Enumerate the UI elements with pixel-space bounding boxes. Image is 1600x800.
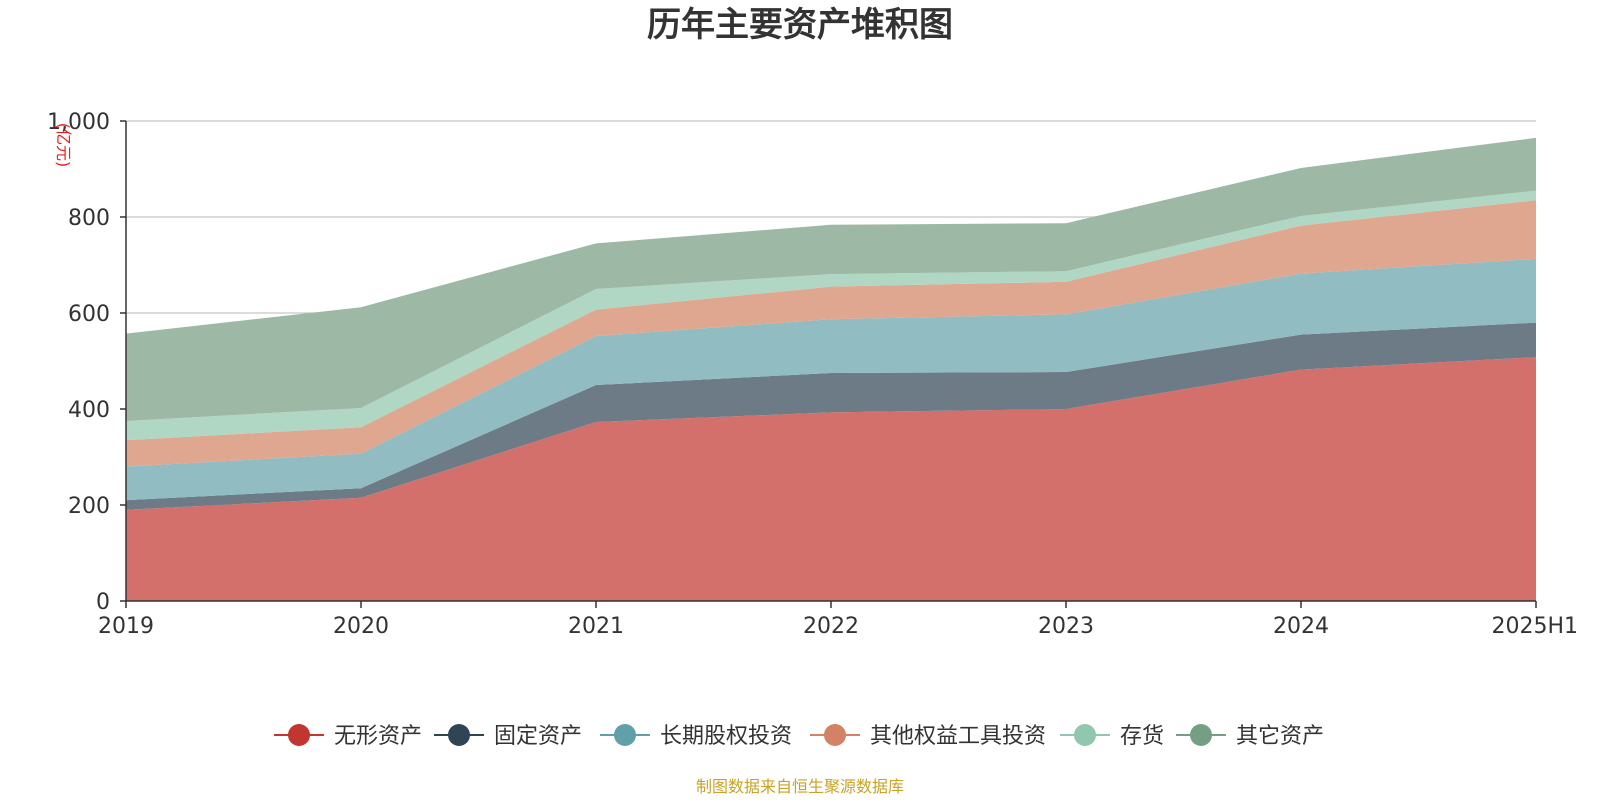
legend-label-0: 无形资产	[334, 724, 422, 749]
y-tick-label-2: 400	[68, 398, 110, 423]
area-series-3	[126, 200, 1536, 467]
legend-label-1: 固定资产	[494, 724, 582, 749]
data-source-note: 制图数据来自恒生聚源数据库	[696, 777, 904, 796]
x-tick-label-1: 2020	[333, 614, 389, 639]
y-axis-unit-label: (亿元)	[54, 123, 73, 168]
area-series-5	[126, 137, 1536, 422]
y-tick-label-1: 200	[68, 494, 110, 519]
area-series-1	[126, 322, 1536, 510]
legend-label-3: 其他权益工具投资	[870, 724, 1046, 749]
legend-marker-3	[824, 724, 846, 746]
chart-title: 历年主要资产堆积图	[647, 5, 953, 45]
x-tick-label-5: 2024	[1273, 614, 1329, 639]
legend-label-4: 存货	[1120, 724, 1164, 749]
x-tick-label-6: 2025H1	[1491, 614, 1578, 639]
legend-label-2: 长期股权投资	[660, 724, 792, 749]
y-tick-label-5: 1,000	[47, 110, 110, 135]
x-tick-label-4: 2023	[1038, 614, 1094, 639]
legend-item-1[interactable]: 固定资产	[434, 724, 582, 749]
legend-item-5[interactable]: 其它资产	[1176, 724, 1324, 749]
legend-label-5: 其它资产	[1236, 724, 1324, 749]
legend-marker-2	[614, 724, 636, 746]
y-tick-label-4: 800	[68, 206, 110, 231]
legend-marker-4	[1074, 724, 1096, 746]
legend-marker-5	[1190, 724, 1212, 746]
legend-marker-1	[448, 724, 470, 746]
x-tick-label-2: 2021	[568, 614, 624, 639]
area-series-4	[126, 190, 1536, 441]
legend-item-3[interactable]: 其他权益工具投资	[810, 724, 1046, 749]
legend-marker-0	[288, 724, 310, 746]
area-series-0	[126, 357, 1536, 601]
area-series-group	[126, 137, 1536, 601]
x-tick-label-0: 2019	[98, 614, 154, 639]
area-series-2	[126, 258, 1536, 501]
legend-item-2[interactable]: 长期股权投资	[600, 724, 792, 749]
legend-item-4[interactable]: 存货	[1060, 724, 1164, 749]
legend-item-0[interactable]: 无形资产	[274, 724, 422, 749]
y-tick-label-0: 0	[96, 590, 110, 615]
legend[interactable]: 无形资产 固定资产 长期股权投资 其他权益工具投资 存货 其它资产	[274, 724, 1324, 749]
axes: 0 200 400 600 800 1,000 2019 2020 2021 2022 2023 20…	[47, 110, 1578, 639]
y-tick-label-3: 600	[68, 302, 110, 327]
x-tick-label-3: 2022	[803, 614, 859, 639]
